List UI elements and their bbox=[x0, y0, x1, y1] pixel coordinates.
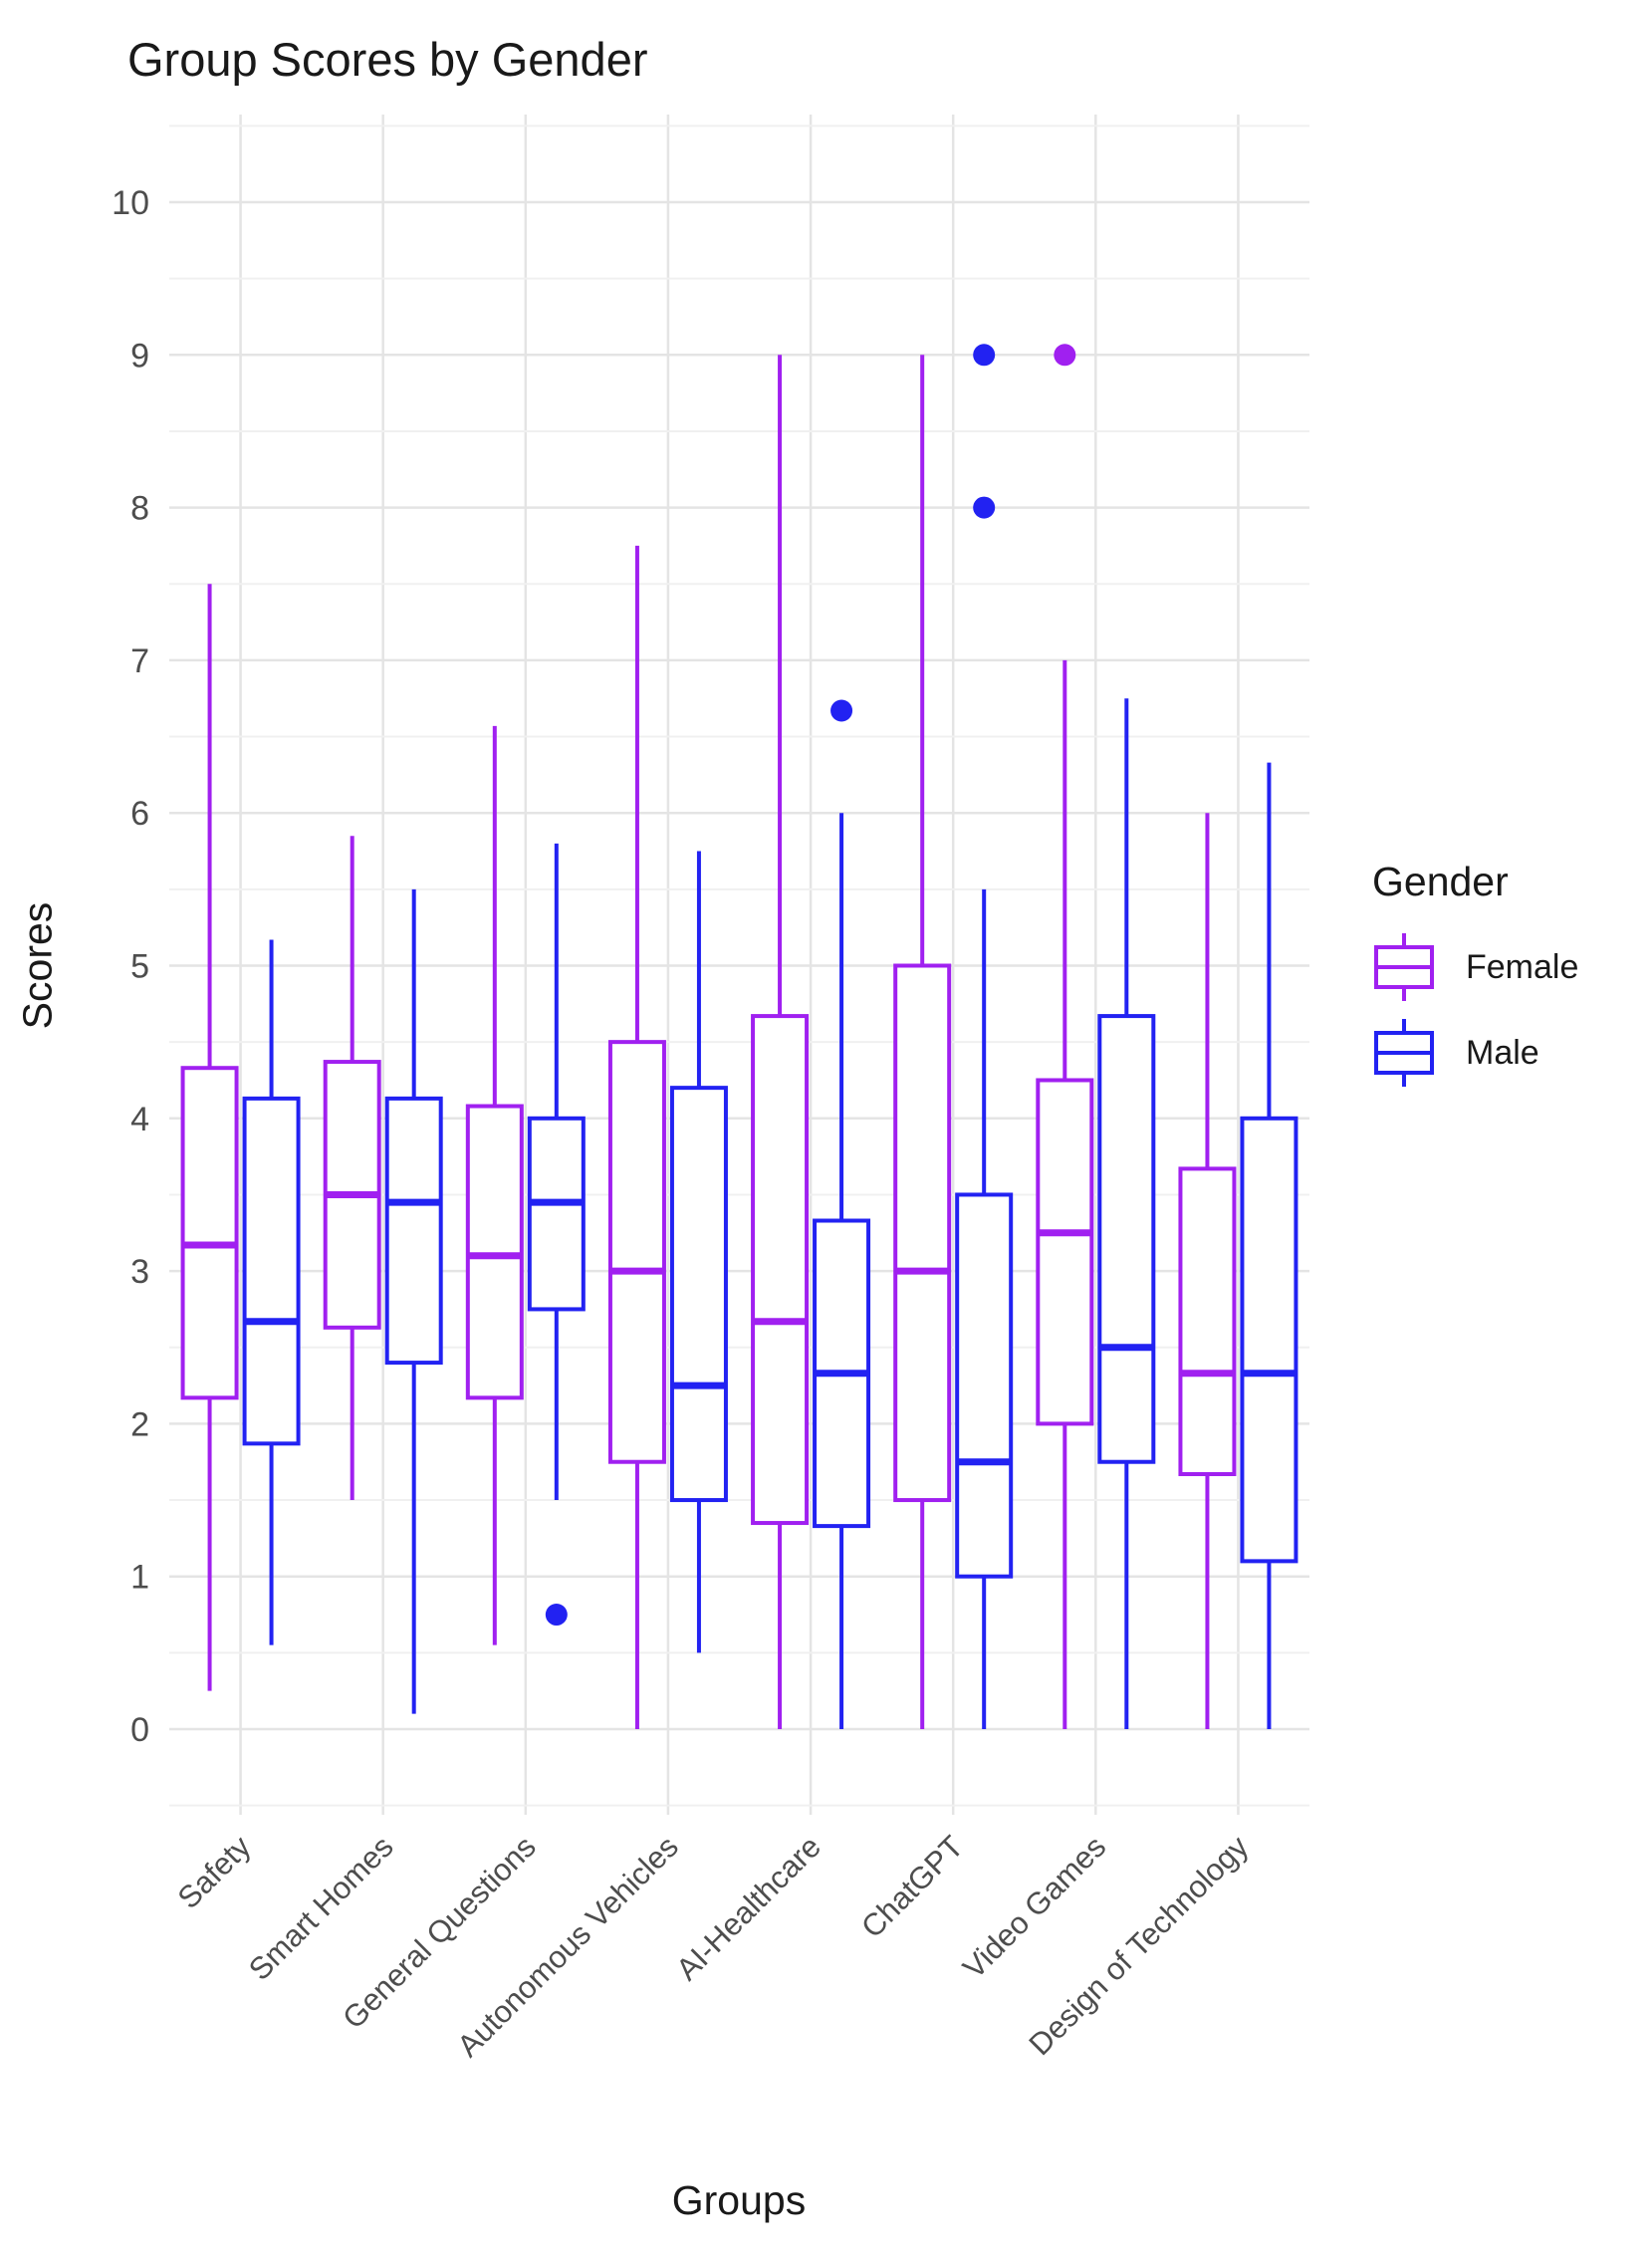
box bbox=[527, 1116, 586, 1312]
box bbox=[893, 963, 952, 1503]
box bbox=[180, 1066, 239, 1400]
box bbox=[669, 1086, 728, 1503]
x-tick-label: Safety bbox=[171, 1829, 258, 1915]
x-tick-label: ChatGPT bbox=[854, 1829, 970, 1944]
box bbox=[1036, 1078, 1094, 1426]
legend-title: Gender bbox=[1372, 859, 1509, 904]
y-tick-label: 2 bbox=[130, 1405, 149, 1443]
chart-title: Group Scores by Gender bbox=[127, 33, 648, 86]
y-tick-label: 9 bbox=[130, 337, 149, 375]
x-tick-label: AI-Healthcare bbox=[669, 1829, 827, 1987]
box bbox=[465, 1104, 524, 1400]
box bbox=[1097, 1014, 1156, 1464]
y-tick-label: 8 bbox=[130, 490, 149, 528]
y-tick-label: 3 bbox=[130, 1253, 149, 1291]
y-tick-label: 5 bbox=[130, 948, 149, 986]
outlier-point bbox=[1054, 344, 1076, 367]
box bbox=[955, 1192, 1014, 1579]
outlier-point bbox=[973, 496, 996, 519]
y-tick-label: 4 bbox=[130, 1101, 149, 1138]
outlier-point bbox=[830, 699, 853, 722]
y-tick-label: 6 bbox=[130, 795, 149, 833]
legend-items: Female Male bbox=[1372, 931, 1641, 1089]
y-tick-label: 0 bbox=[130, 1711, 149, 1749]
y-tick-label: 7 bbox=[130, 642, 149, 680]
x-tick-label: Video Games bbox=[956, 1829, 1112, 1985]
x-tick-label: Smart Homes bbox=[242, 1829, 400, 1987]
boxplot-key-icon bbox=[1374, 1019, 1434, 1087]
legend: Gender Female Male bbox=[1372, 859, 1641, 1103]
outlier-point bbox=[545, 1604, 568, 1627]
box bbox=[607, 1040, 666, 1464]
legend-label: Female bbox=[1466, 947, 1579, 986]
legend-item-male: Male bbox=[1372, 1017, 1641, 1089]
box bbox=[1240, 1116, 1298, 1564]
box bbox=[384, 1096, 443, 1366]
boxplot-key-icon bbox=[1374, 933, 1434, 1001]
y-tick-label: 1 bbox=[130, 1559, 149, 1597]
x-axis-title: Groups bbox=[671, 2177, 807, 2223]
y-axis-title: Scores bbox=[14, 901, 61, 1030]
y-tick-label: 10 bbox=[112, 184, 149, 222]
legend-item-female: Female bbox=[1372, 931, 1641, 1003]
box bbox=[242, 1096, 301, 1446]
box bbox=[751, 1014, 810, 1526]
outlier-point bbox=[973, 344, 996, 367]
box bbox=[1178, 1166, 1237, 1476]
legend-label: Male bbox=[1466, 1033, 1539, 1072]
